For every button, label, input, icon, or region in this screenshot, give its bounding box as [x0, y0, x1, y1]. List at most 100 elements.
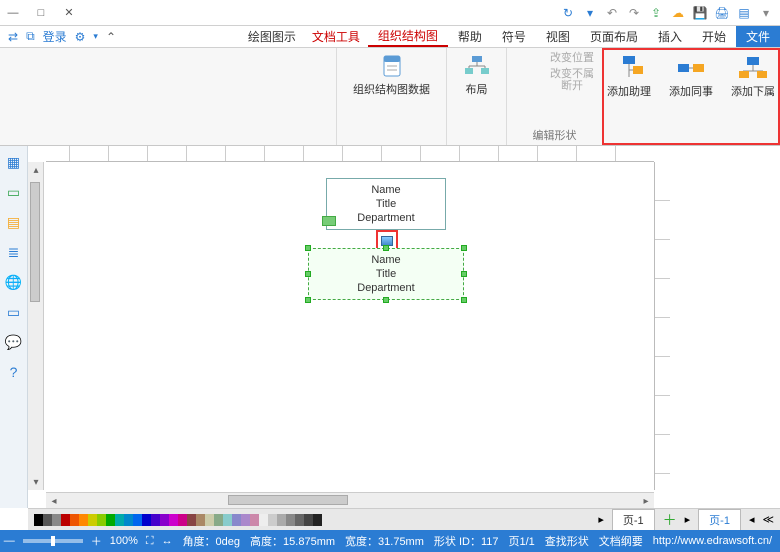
color-swatch[interactable]: [106, 514, 115, 526]
scroll-left-icon[interactable]: ◂: [46, 493, 62, 508]
status-outline[interactable]: 文档纲要: [599, 533, 643, 549]
tab-symbol[interactable]: 符号: [492, 26, 536, 47]
orgchart-node-child[interactable]: Name Title Department: [308, 248, 464, 300]
change-position-button[interactable]: 改变位置: [550, 52, 594, 64]
status-search[interactable]: 查找形状: [545, 533, 589, 549]
scrollbar-vertical[interactable]: ▴ ▾: [28, 162, 44, 490]
scrollbar-horizontal[interactable]: ◂ ▸: [46, 492, 654, 508]
layout-button[interactable]: 布局: [453, 52, 501, 96]
export-icon[interactable]: ⇪: [648, 5, 664, 21]
zoom-out-button[interactable]: —: [4, 535, 15, 547]
page-nav-prev-icon[interactable]: ◂: [749, 513, 755, 526]
selection-handle[interactable]: [461, 245, 467, 251]
page-tab-1b[interactable]: 页-1: [612, 509, 655, 531]
redo2-icon[interactable]: ↷: [626, 5, 642, 21]
change-break-button[interactable]: 改变不属 断开: [550, 68, 594, 92]
tab-layout[interactable]: 页面布局: [580, 26, 648, 47]
tab-view[interactable]: 视图: [536, 26, 580, 47]
gear-icon[interactable]: ⚙: [75, 30, 86, 44]
qat-drop-icon[interactable]: ▾: [758, 5, 774, 21]
color-swatch[interactable]: [97, 514, 106, 526]
dropdown-icon[interactable]: ▾: [582, 5, 598, 21]
redo-icon[interactable]: ↻: [560, 5, 576, 21]
tab-file[interactable]: 文件: [736, 26, 780, 47]
scroll-h-thumb[interactable]: [228, 495, 348, 505]
selection-handle[interactable]: [305, 245, 311, 251]
tool-globe-icon[interactable]: 🌐: [4, 272, 24, 292]
color-swatch[interactable]: [295, 514, 304, 526]
page-tab-1[interactable]: 页-1: [698, 509, 741, 531]
color-swatch[interactable]: [70, 514, 79, 526]
color-swatch[interactable]: [178, 514, 187, 526]
minimize-button[interactable]: —: [6, 6, 20, 20]
tool-chart-icon[interactable]: ▦: [4, 152, 24, 172]
close-button[interactable]: ✕: [62, 6, 76, 20]
orgchart-node-parent[interactable]: Name Title Department: [326, 178, 446, 230]
color-swatch[interactable]: [43, 514, 52, 526]
color-swatch[interactable]: [196, 514, 205, 526]
selection-handle[interactable]: [461, 271, 467, 277]
color-swatch[interactable]: [277, 514, 286, 526]
tab-home[interactable]: 开始: [692, 26, 736, 47]
tool-image-icon[interactable]: ▭: [4, 182, 24, 202]
zoom-level[interactable]: 100%: [110, 535, 138, 547]
color-swatch[interactable]: [268, 514, 277, 526]
tool-help-icon[interactable]: ?: [4, 362, 24, 382]
color-swatch[interactable]: [259, 514, 268, 526]
color-swatch[interactable]: [79, 514, 88, 526]
color-swatch[interactable]: [151, 514, 160, 526]
color-swatch[interactable]: [313, 514, 322, 526]
login-link[interactable]: 登录: [43, 28, 67, 45]
color-swatch[interactable]: [214, 514, 223, 526]
page-nav-next-icon[interactable]: ▸: [685, 513, 691, 526]
color-swatch[interactable]: [52, 514, 61, 526]
color-swatch[interactable]: [205, 514, 214, 526]
scroll-v-thumb[interactable]: [30, 182, 40, 302]
add-colleague-button[interactable]: 添加同事: [667, 54, 715, 98]
fit-page-icon[interactable]: ⛶: [146, 535, 154, 548]
color-swatch[interactable]: [304, 514, 313, 526]
fit-width-icon[interactable]: ↔: [162, 535, 173, 547]
color-swatch[interactable]: [169, 514, 178, 526]
selection-handle[interactable]: [305, 297, 311, 303]
color-swatch[interactable]: [115, 514, 124, 526]
context-tool-tab[interactable]: 绘图图示: [240, 26, 304, 47]
page-nav-next2-icon[interactable]: ▸: [598, 513, 604, 526]
scroll-down-icon[interactable]: ▾: [28, 474, 44, 490]
print-icon[interactable]: 🖨: [714, 5, 730, 21]
cloud-icon[interactable]: ☁: [670, 5, 686, 21]
add-assistant-button[interactable]: 添加助理: [605, 54, 653, 98]
add-page-button[interactable]: ＋: [663, 510, 677, 530]
link-icon[interactable]: ⧉: [26, 29, 35, 44]
gear-drop-icon[interactable]: ▾: [93, 31, 98, 42]
color-swatch[interactable]: [133, 514, 142, 526]
color-swatch[interactable]: [160, 514, 169, 526]
selection-handle[interactable]: [305, 271, 311, 277]
add-subordinate-button[interactable]: 添加下属: [729, 54, 777, 98]
color-swatch[interactable]: [61, 514, 70, 526]
selection-handle[interactable]: [461, 297, 467, 303]
color-swatch[interactable]: [250, 514, 259, 526]
tool-doc-icon[interactable]: ▤: [4, 212, 24, 232]
color-swatch[interactable]: [241, 514, 250, 526]
canvas[interactable]: Name Title Department Name Title Departm…: [46, 162, 654, 490]
share-icon[interactable]: ⇄: [8, 30, 18, 44]
page-nav-first-icon[interactable]: ≪: [762, 513, 774, 526]
tool-comment-icon[interactable]: 💬: [4, 332, 24, 352]
zoom-in-button[interactable]: ＋: [91, 533, 102, 549]
collapse-ribbon-icon[interactable]: ⌃: [106, 30, 116, 44]
undo-icon[interactable]: ↶: [604, 5, 620, 21]
selection-handle[interactable]: [383, 245, 389, 251]
tab-insert[interactable]: 插入: [648, 26, 692, 47]
save-icon[interactable]: 💾: [692, 5, 708, 21]
color-swatch[interactable]: [88, 514, 97, 526]
color-swatch[interactable]: [286, 514, 295, 526]
tab-orgchart[interactable]: 组织结构图: [368, 26, 448, 47]
color-swatch[interactable]: [34, 514, 43, 526]
color-swatch[interactable]: [187, 514, 196, 526]
selection-handle[interactable]: [383, 297, 389, 303]
doc-icon[interactable]: ▤: [736, 5, 752, 21]
tab-help[interactable]: 帮助: [448, 26, 492, 47]
scroll-up-icon[interactable]: ▴: [28, 162, 44, 178]
tool-list-icon[interactable]: ≣: [4, 242, 24, 262]
